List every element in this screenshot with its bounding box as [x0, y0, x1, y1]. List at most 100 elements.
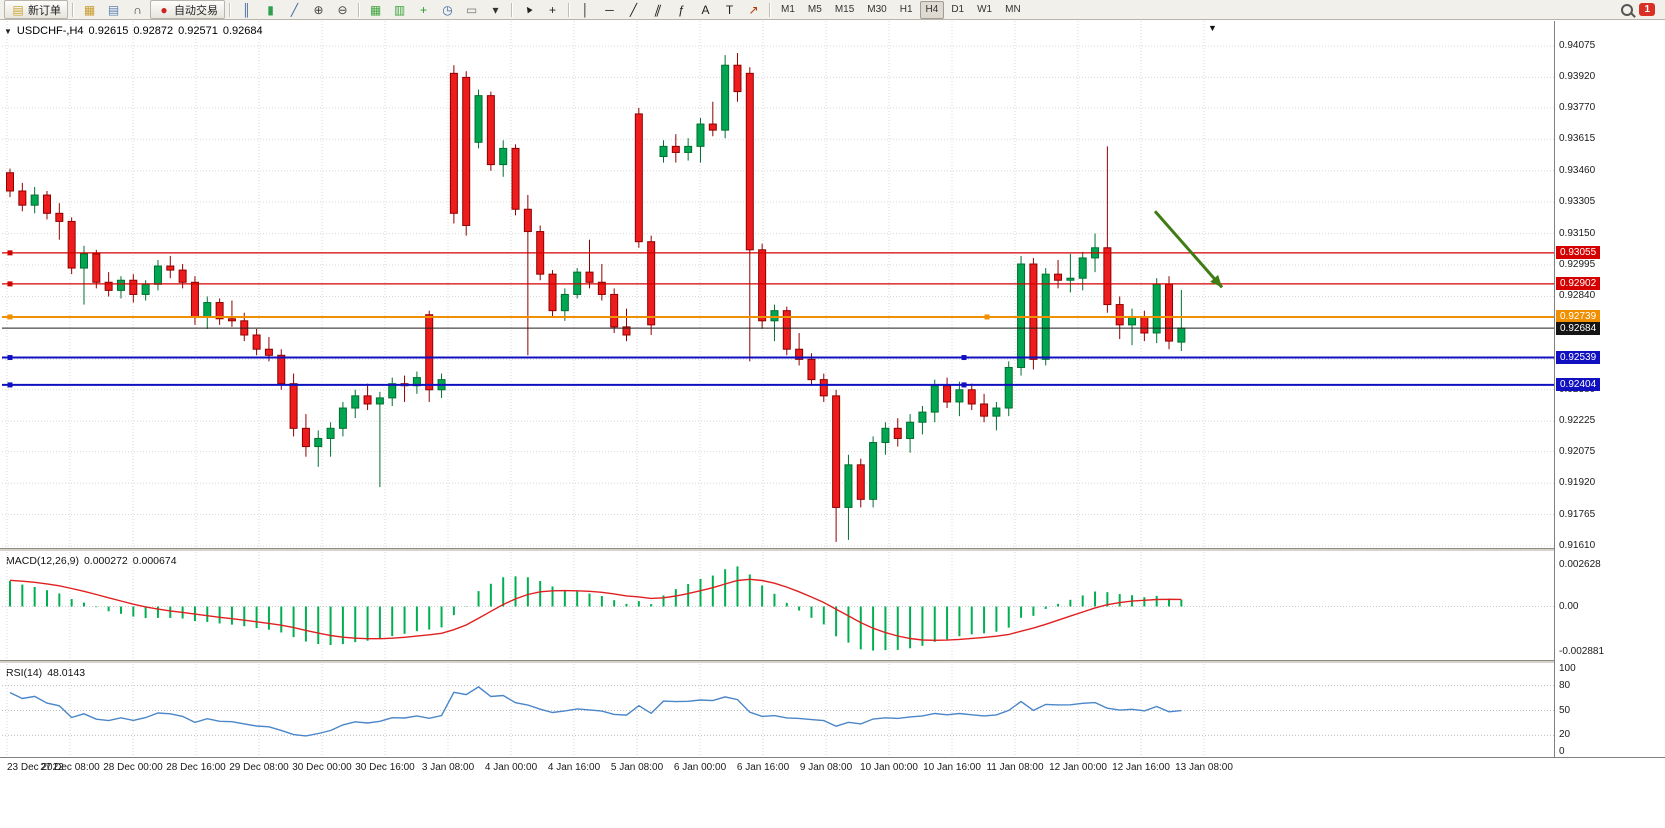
time-axis-label: 10 Jan 00:00	[860, 762, 918, 773]
fibonacci-button[interactable]: ƒ	[670, 0, 693, 19]
trendline-button[interactable]: ╱	[622, 0, 645, 19]
ohlc-close: 0.92684	[222, 25, 263, 37]
price-scale-label: 0.91765	[1559, 508, 1596, 520]
period-clock-button[interactable]: ◷	[436, 0, 459, 19]
channel-button[interactable]: ∥	[646, 0, 669, 19]
text-button[interactable]: A	[694, 0, 717, 19]
price-chart[interactable]	[2, 21, 1554, 548]
timeframe-button-mn[interactable]: MN	[1005, 3, 1021, 15]
time-axis-label: 6 Jan 00:00	[673, 762, 727, 773]
time-axis-label: 11 Jan 08:00	[986, 762, 1044, 773]
sound-alert-button[interactable]: ∩	[126, 0, 149, 19]
symbol-period-label: USDCHF-,H4	[16, 25, 84, 37]
macd-value-signal: 0.000674	[132, 555, 177, 567]
zoom-in-button[interactable]: ⊕	[307, 0, 330, 19]
timeframe-button-m5[interactable]: M5	[807, 3, 822, 15]
rsi-scale-label: 0	[1559, 746, 1565, 757]
notification-badge[interactable]: 1	[1639, 3, 1655, 16]
price-scale-label: 0.92075	[1559, 445, 1596, 457]
horizontal-line-objects	[2, 250, 1554, 388]
text-icon: A	[701, 2, 710, 17]
magnifier-icon[interactable]	[1621, 3, 1634, 16]
toolbar-separator	[511, 2, 513, 17]
headphones-icon: ∩	[133, 2, 142, 17]
hline-price-tag: 0.92739	[1556, 310, 1601, 324]
data-window-button[interactable]: ▤	[102, 0, 125, 19]
add-indicator-icon: +	[419, 2, 427, 17]
timeframe-button-w1[interactable]: W1	[977, 3, 993, 15]
candlestick-chart-button[interactable]: ▮	[259, 0, 282, 19]
hline-price-tag: 0.92539	[1556, 351, 1601, 365]
timeframe-button-h4[interactable]: H4	[919, 0, 945, 19]
ohlc-high: 0.92872	[133, 25, 174, 37]
arrow-object-icon: ↗	[748, 2, 759, 17]
toolbar-separator	[568, 2, 570, 17]
template-dropdown-button[interactable]: ▾	[484, 0, 507, 19]
time-axis-label: 28 Dec 16:00	[166, 762, 226, 773]
time-axis-label: 28 Dec 00:00	[103, 762, 163, 773]
crosshair-button[interactable]: +	[541, 0, 564, 19]
rsi-value: 48.0143	[47, 667, 86, 679]
time-axis-label: 30 Dec 00:00	[292, 762, 352, 773]
price-scale[interactable]: 0.94075 0.93920 0.93770 0.93615 0.93460 0.933…	[1554, 21, 1665, 757]
template-icon: ▭	[465, 2, 478, 17]
time-axis-label: 10 Jan 16:00	[923, 762, 981, 773]
market-panel-button[interactable]: ▦	[78, 0, 101, 19]
zoom-out-icon: ⊖	[337, 2, 348, 17]
add-indicator-button[interactable]: +	[412, 0, 435, 19]
ohlc-open: 0.92615	[88, 25, 129, 37]
toolbar-separator	[769, 2, 771, 17]
text-label-button[interactable]: T	[718, 0, 741, 19]
macd-histogram	[9, 566, 1183, 651]
new-order-button[interactable]: ▤ 新订单	[4, 0, 68, 19]
toolbar-right-group: 1	[1621, 3, 1661, 16]
cascade-windows-button[interactable]: ▥	[388, 0, 411, 19]
crosshair-icon: +	[548, 2, 556, 17]
time-axis[interactable]: 23 Dec 2022 27 Dec 08:00 28 Dec 00:00 28 De…	[0, 757, 1665, 778]
panel-separator[interactable]	[0, 660, 1665, 664]
price-grid	[2, 21, 1554, 548]
chart-window: ▼ USDCHF-,H4 0.92615 0.92872 0.92571 0.9…	[0, 21, 1665, 828]
time-axis-label: 30 Dec 16:00	[355, 762, 415, 773]
price-scale-label: 0.91920	[1559, 477, 1596, 489]
autotrading-button[interactable]: ● 自动交易	[150, 0, 225, 19]
time-axis-label: 12 Jan 00:00	[1049, 762, 1107, 773]
horizontal-line-button[interactable]: ─	[598, 0, 621, 19]
vertical-line-button[interactable]: │	[574, 0, 597, 19]
price-scale-label: 0.93305	[1559, 196, 1596, 208]
zoom-in-icon: ⊕	[313, 2, 324, 17]
timeframe-button-d1[interactable]: D1	[951, 3, 965, 15]
timeframe-button-m15[interactable]: M15	[834, 3, 855, 15]
tile-windows-icon: ▦	[369, 2, 382, 17]
macd-name: MACD(12,26,9)	[6, 555, 79, 567]
price-scale-label: 0.93615	[1559, 133, 1596, 145]
panel-separator[interactable]	[0, 548, 1665, 552]
rsi-name: RSI(14)	[6, 667, 43, 679]
price-scale-label: 0.93770	[1559, 101, 1596, 113]
bar-chart-button[interactable]: ║	[235, 0, 258, 19]
zoom-out-button[interactable]: ⊖	[331, 0, 354, 19]
cursor-icon: ▲	[521, 1, 536, 17]
rsi-scale-label: 20	[1559, 729, 1571, 741]
time-axis-label: 4 Jan 00:00	[484, 762, 538, 773]
time-axis-label: 23 Dec 2022	[7, 762, 64, 773]
macd-panel[interactable]	[2, 552, 1554, 660]
collapse-triangle-icon[interactable]: ▼	[4, 26, 12, 36]
rsi-panel[interactable]	[2, 664, 1554, 757]
time-axis-label: 13 Jan 08:00	[1175, 762, 1233, 773]
price-scale-label: 0.92995	[1559, 259, 1596, 271]
channel-icon: ∥	[652, 2, 663, 17]
line-chart-button[interactable]: ╱	[283, 0, 306, 19]
scroll-to-end-marker[interactable]: ▼	[1208, 23, 1217, 33]
time-axis-label: 4 Jan 16:00	[547, 762, 601, 773]
timeframe-button-h1[interactable]: H1	[899, 3, 913, 15]
timeframe-button-m30[interactable]: M30	[867, 3, 887, 15]
cursor-button[interactable]: ▲	[517, 0, 540, 19]
timeframe-button-m1[interactable]: M1	[781, 3, 795, 15]
rsi-line	[9, 686, 1182, 737]
template-button[interactable]: ▭	[460, 0, 483, 19]
horizontal-line-icon: ─	[605, 2, 614, 17]
arrows-object-button[interactable]: ↗	[742, 0, 765, 19]
tile-windows-button[interactable]: ▦	[364, 0, 387, 19]
